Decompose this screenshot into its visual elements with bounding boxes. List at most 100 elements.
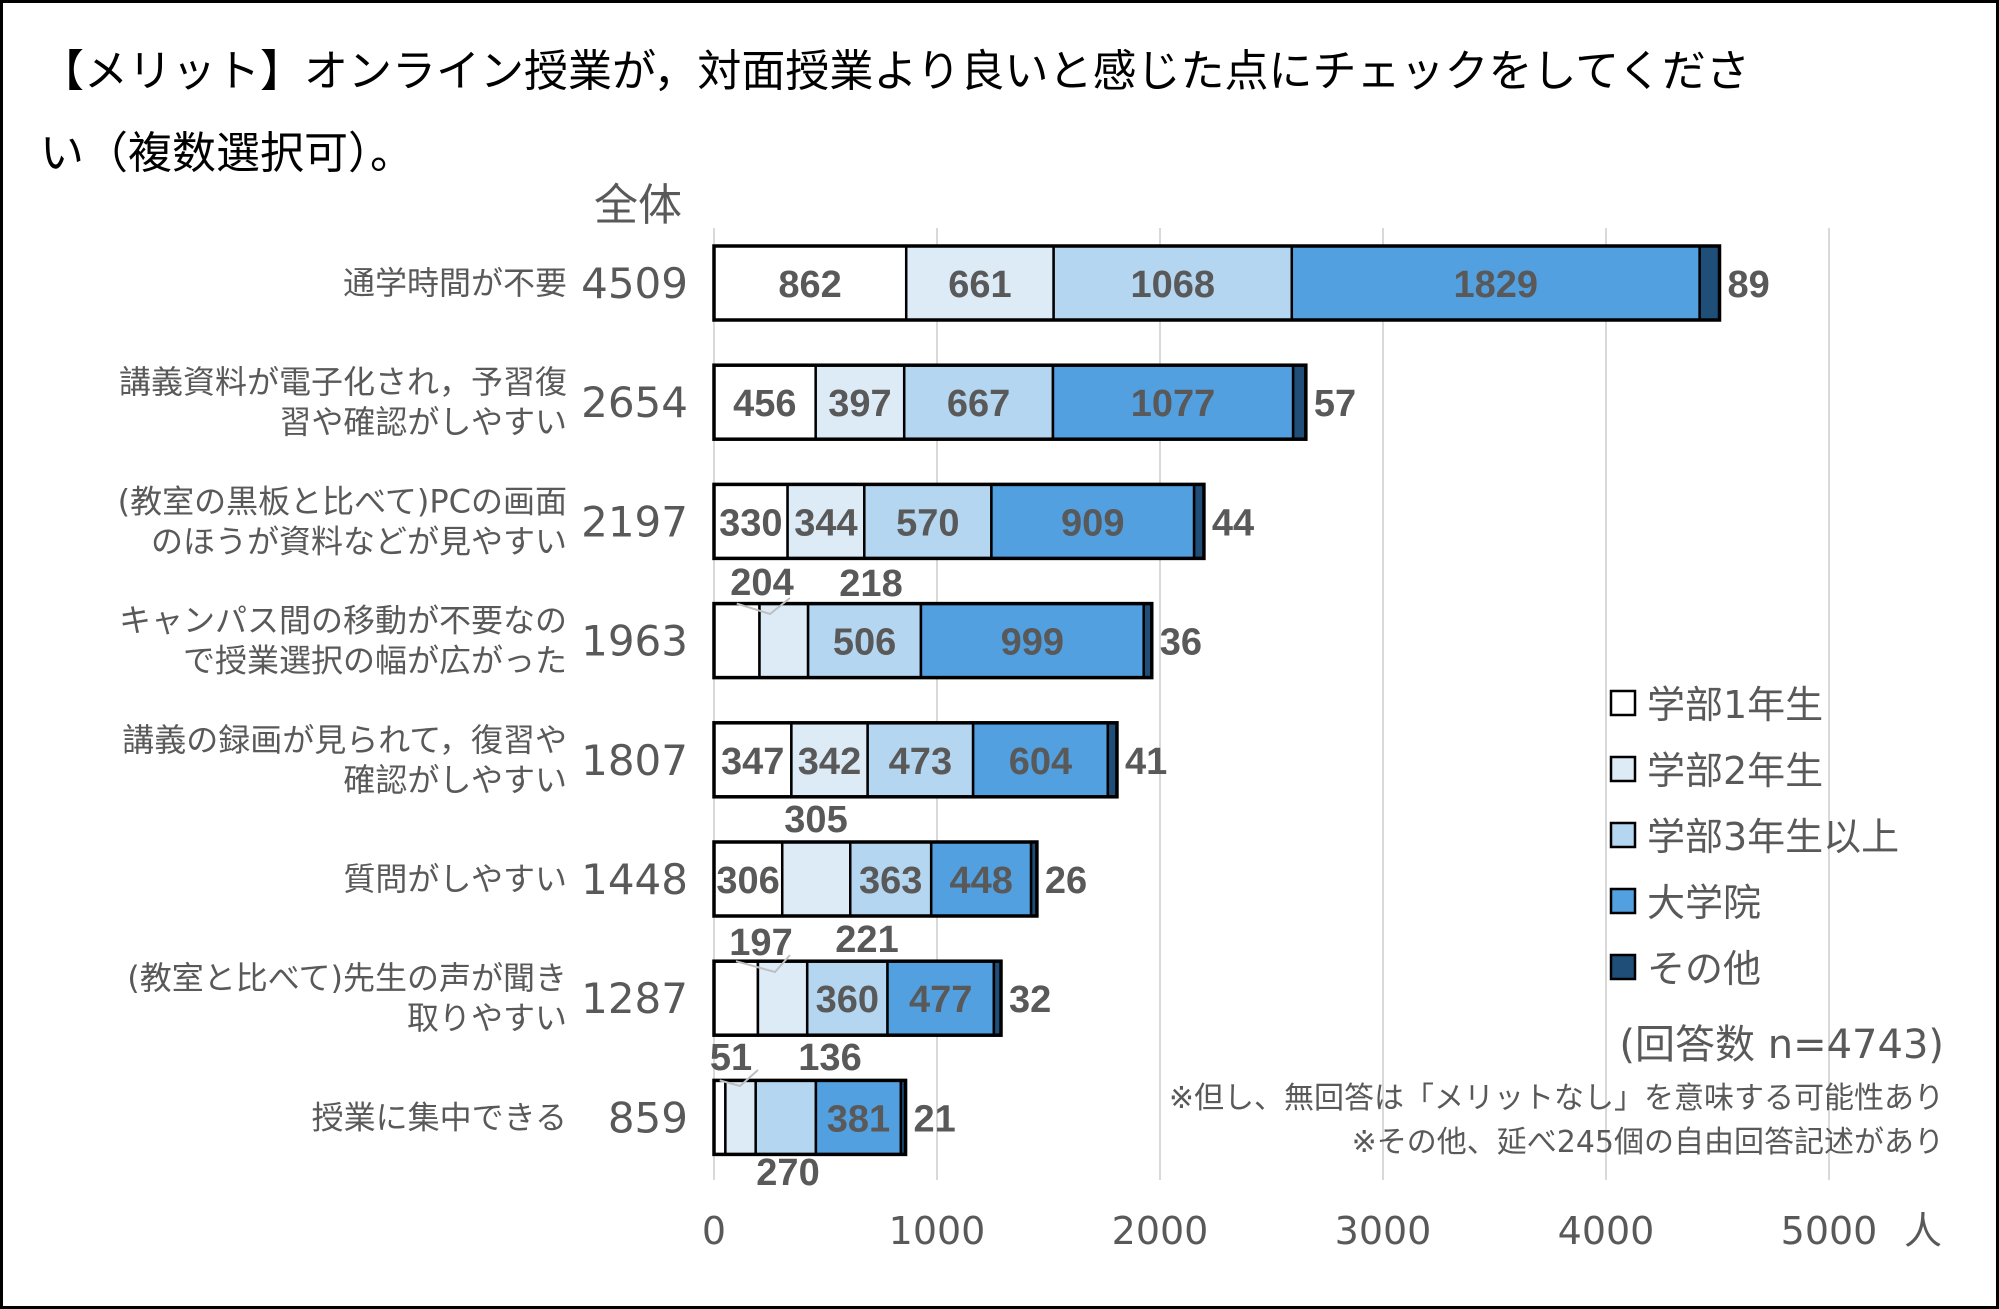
data-label: 270 (756, 1152, 819, 1194)
data-label: 26 (1045, 860, 1087, 902)
bar-segment (712, 721, 793, 799)
category-label: 確認がしやすい (343, 761, 567, 799)
legend-swatch (1609, 755, 1637, 783)
data-label: 604 (1009, 741, 1072, 783)
total-label: 2197 (581, 497, 688, 546)
bar-row (712, 721, 1119, 799)
legend-item: その他 (1609, 947, 1761, 991)
data-label: 32 (1009, 979, 1051, 1021)
bar-row (712, 363, 1308, 441)
data-label: 456 (733, 383, 796, 425)
category-label: 講義資料が電子化され，予習復 (119, 363, 567, 401)
data-label: 51 (710, 1037, 752, 1079)
legend-label: その他 (1647, 947, 1761, 991)
leader-line (736, 597, 791, 616)
bar-row (712, 601, 1154, 680)
total-label: 4509 (581, 259, 688, 308)
bar-segment (814, 363, 906, 441)
data-label: 1077 (1131, 383, 1216, 425)
bar-outline (712, 244, 1722, 322)
x-tick-label: 0 (702, 1209, 726, 1253)
data-label: 306 (716, 860, 779, 902)
x-tick-label: 4000 (1558, 1209, 1655, 1253)
x-tick-label: 1000 (889, 1209, 986, 1253)
note-free-answers: ※その他、延べ245個の自由回答記述があり (1352, 1125, 1944, 1160)
total-label: 859 (608, 1093, 688, 1142)
data-label: 862 (778, 264, 841, 306)
data-label: 221 (835, 919, 898, 961)
legend-item: 学部3年生以上 (1609, 815, 1899, 859)
data-label: 448 (949, 860, 1012, 902)
data-label: 661 (948, 264, 1011, 306)
data-label: 204 (730, 562, 793, 604)
category-label: 取りやすい (407, 999, 567, 1037)
bar-segment (1290, 244, 1701, 322)
legend-swatch (1609, 953, 1637, 981)
category-label: 授業に集中できる (312, 1098, 567, 1136)
category-label: 通学時間が不要 (343, 264, 567, 302)
data-label: 136 (798, 1037, 861, 1079)
data-label: 342 (798, 741, 861, 783)
data-label: 36 (1160, 622, 1202, 664)
data-label: 344 (794, 502, 857, 544)
data-label: 21 (914, 1098, 956, 1140)
bar-outline (712, 721, 1119, 799)
x-tick-label: 3000 (1335, 1209, 1432, 1253)
bar-segment (786, 483, 866, 560)
data-label: 197 (729, 922, 792, 964)
bar-outline (712, 363, 1308, 441)
legend-swatch (1609, 887, 1637, 915)
total-label: 1807 (581, 736, 688, 785)
data-label: 218 (839, 563, 902, 605)
bar-segment (805, 959, 889, 1037)
bar-segment (712, 483, 789, 560)
legend-label: 学部3年生以上 (1647, 815, 1899, 859)
bar-segment (758, 602, 810, 679)
bar-row (712, 840, 1039, 918)
data-label: 305 (784, 799, 847, 841)
category-label: で授業選択の幅が広がった (183, 642, 567, 680)
bar-segment (712, 602, 761, 679)
bar-segment (990, 483, 1196, 560)
data-label: 330 (719, 502, 782, 544)
total-label: 1448 (581, 855, 688, 904)
category-label: 習や確認がしやすい (279, 403, 567, 441)
legend-label: 学部1年生 (1647, 683, 1823, 727)
category-label: (教室の黒板と比べて)PCの画面 (118, 482, 567, 520)
data-label: 347 (721, 741, 784, 783)
bar-segment (724, 1079, 757, 1156)
data-label: 360 (816, 979, 879, 1021)
total-label: 1287 (581, 974, 688, 1023)
category-label: キャンパス間の移動が不要なの (119, 602, 567, 640)
bar-segment (712, 959, 760, 1037)
data-label: 473 (889, 741, 952, 783)
data-label: 381 (827, 1098, 890, 1140)
category-label: (教室と比べて)先生の声が聞き (127, 959, 567, 997)
legend-item: 大学院 (1609, 881, 1761, 925)
data-label: 57 (1314, 383, 1356, 425)
chart-title-line-1: 【メリット】オンライン授業が，対面授業より良いと感じた点にチェックをしてくださ (40, 46, 1750, 97)
data-label: 41 (1125, 741, 1167, 783)
legend-item: 学部1年生 (1609, 683, 1823, 727)
leader-line (735, 954, 791, 974)
legend-item: 学部2年生 (1609, 749, 1823, 793)
legend-swatch (1609, 821, 1637, 849)
bar-segment (756, 959, 809, 1037)
legend-label: 学部2年生 (1647, 749, 1823, 793)
category-label: 講義の録画が見られて，復習や (122, 721, 567, 759)
legend-swatch (1609, 689, 1637, 717)
bar-outline (712, 482, 1206, 561)
x-tick-label: 2000 (1112, 1209, 1209, 1253)
chart-subtitle: 全体 (594, 180, 682, 231)
data-label: 667 (947, 383, 1010, 425)
data-label: 1068 (1130, 264, 1215, 306)
note-no-answer: ※但し、無回答は「メリットなし」を意味する可能性あり (1169, 1081, 1944, 1116)
bar-row (712, 482, 1206, 561)
response-count: (回答数 n=4743) (1619, 1022, 1944, 1068)
data-label: 999 (1001, 622, 1064, 664)
total-label: 1963 (581, 617, 688, 666)
bar-row (712, 959, 1003, 1037)
data-label: 363 (859, 860, 922, 902)
data-label: 477 (909, 979, 972, 1021)
data-label: 909 (1061, 502, 1124, 544)
